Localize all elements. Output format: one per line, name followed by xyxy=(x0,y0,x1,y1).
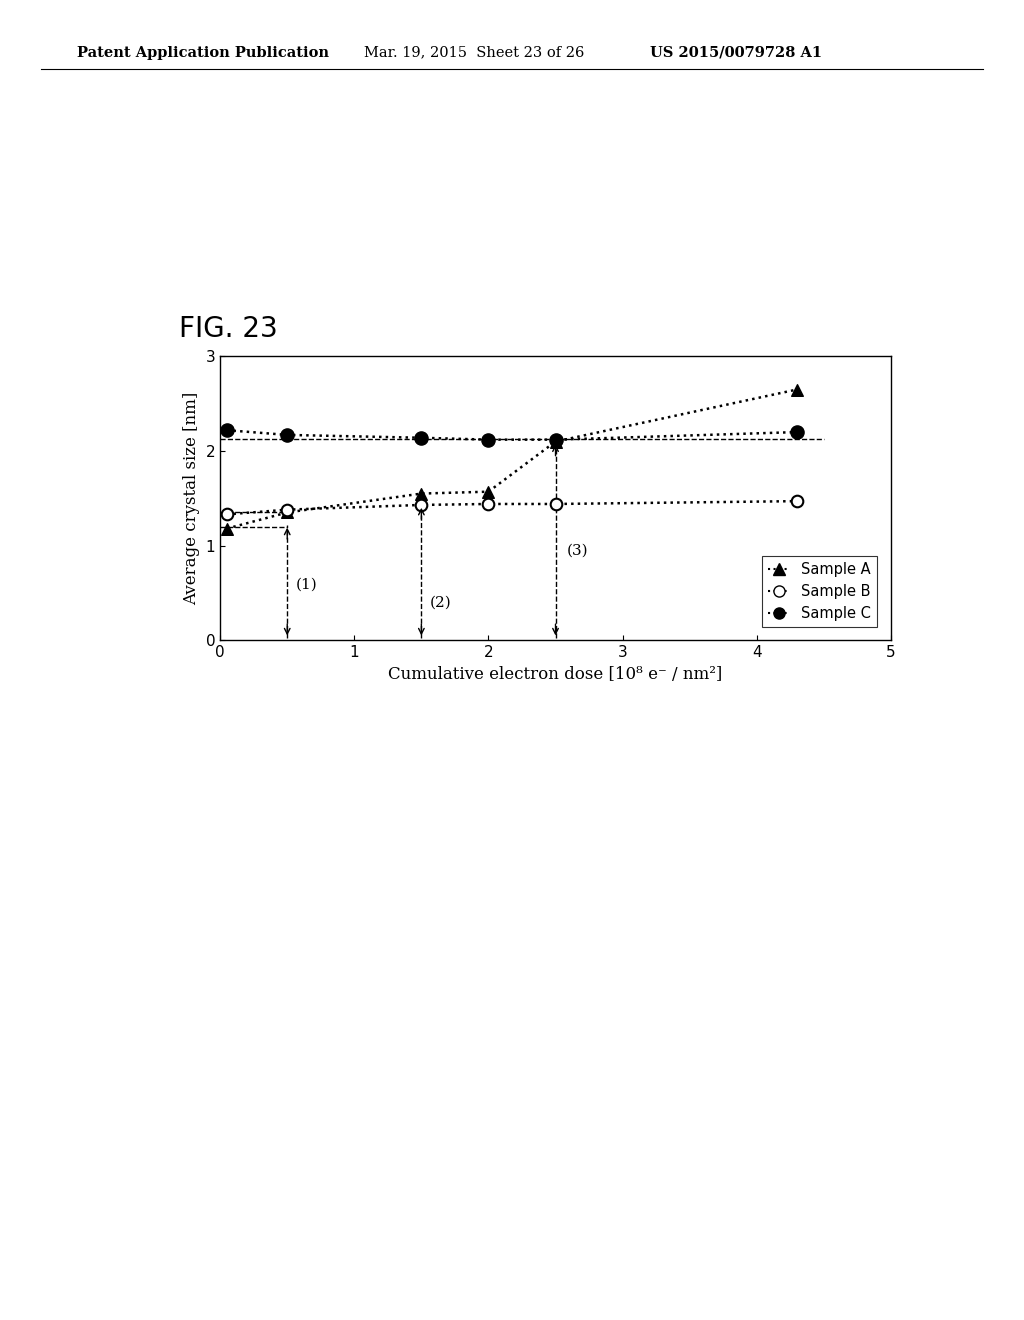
Point xyxy=(413,483,430,504)
Point xyxy=(219,517,236,539)
Point xyxy=(413,495,430,516)
Point xyxy=(480,429,497,450)
Point xyxy=(413,428,430,449)
Point xyxy=(788,421,805,442)
Text: Mar. 19, 2015  Sheet 23 of 26: Mar. 19, 2015 Sheet 23 of 26 xyxy=(364,46,584,59)
Point xyxy=(788,379,805,400)
Point xyxy=(480,480,497,502)
Point xyxy=(547,494,563,515)
Point xyxy=(219,504,236,525)
Text: Patent Application Publication: Patent Application Publication xyxy=(77,46,329,59)
Legend: Sample A, Sample B, Sample C: Sample A, Sample B, Sample C xyxy=(762,556,877,627)
Text: FIG. 23: FIG. 23 xyxy=(179,314,278,343)
Point xyxy=(279,499,295,520)
X-axis label: Cumulative electron dose [10⁸ e⁻ / nm²]: Cumulative electron dose [10⁸ e⁻ / nm²] xyxy=(388,665,723,682)
Point xyxy=(279,424,295,445)
Point xyxy=(788,491,805,512)
Y-axis label: Average crystal size [nm]: Average crystal size [nm] xyxy=(183,392,200,605)
Point xyxy=(547,430,563,451)
Text: (3): (3) xyxy=(566,544,588,558)
Point xyxy=(279,502,295,523)
Text: US 2015/0079728 A1: US 2015/0079728 A1 xyxy=(650,46,822,59)
Point xyxy=(547,429,563,450)
Point xyxy=(219,420,236,441)
Point xyxy=(480,494,497,515)
Text: (1): (1) xyxy=(295,577,317,591)
Text: (2): (2) xyxy=(429,597,452,610)
